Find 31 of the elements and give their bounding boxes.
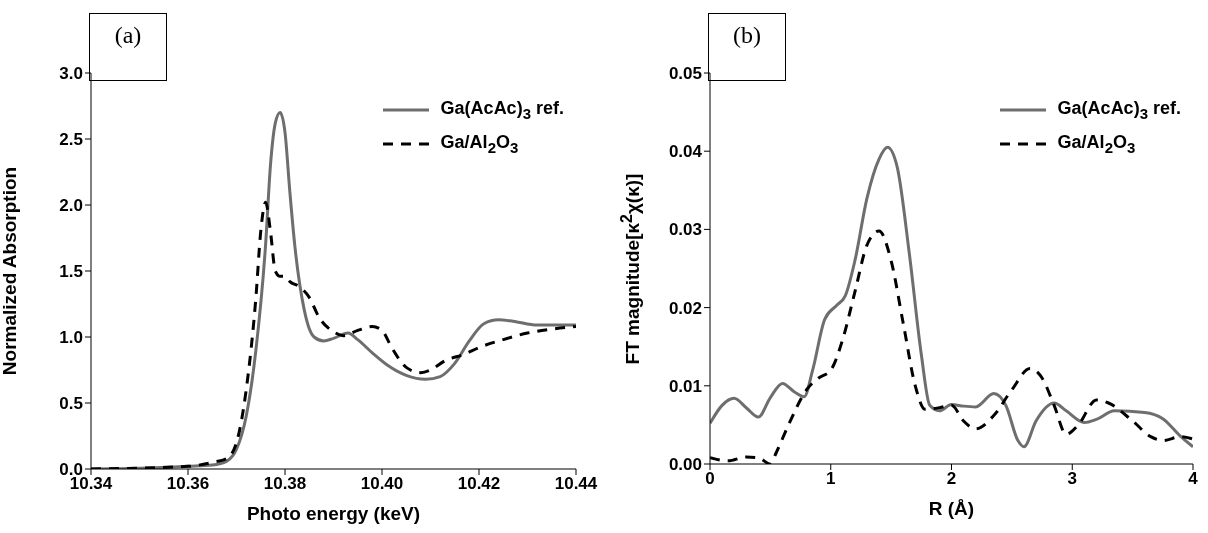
y-tick-label: 0.05	[668, 64, 702, 84]
legend-label: Ga/Al$_{2}$O$_{3}$	[1057, 132, 1136, 156]
y-tick-label: 1.0	[59, 328, 83, 348]
x-axis-title: Photo energy (keV)	[245, 503, 422, 525]
y-tick-label: 1.5	[59, 262, 83, 282]
x-tick-label: 10.42	[457, 474, 501, 494]
text: (b)	[732, 22, 762, 49]
x-axis-title: R (Å)	[927, 498, 976, 520]
x-tick-label: 10.44	[554, 474, 598, 494]
x-tick-label: 3	[1067, 469, 1077, 489]
x-tick-label: 10.40	[360, 474, 404, 494]
text: (a)	[113, 22, 143, 49]
y-tick-label: 3.0	[59, 64, 83, 84]
y-tick-label: 0.01	[668, 376, 702, 396]
legend-label: Ga(AcAc)$_{3}$ ref.	[440, 98, 564, 122]
x-tick-label: 10.36	[166, 474, 210, 494]
y-tick-label: 0.03	[668, 220, 702, 240]
y-tick-label: 0.00	[668, 455, 702, 475]
y-tick-label: 0.04	[668, 142, 703, 162]
y-tick-label: 0.5	[59, 394, 83, 414]
legend-label: Ga/Al$_{2}$O$_{3}$	[440, 132, 519, 156]
x-tick-label: 0	[705, 469, 715, 489]
x-tick-label: 1	[826, 469, 836, 489]
x-tick-label: 2	[946, 469, 957, 489]
x-tick-label: 4	[1188, 469, 1199, 489]
x-tick-label: 10.38	[263, 474, 307, 494]
y-tick-label: 2.0	[59, 196, 83, 216]
y-tick-label: 0.02	[668, 298, 702, 318]
y-axis-title: Normalized Absorption	[0, 165, 21, 378]
legend-label: Ga(AcAc)$_{3}$ ref.	[1057, 98, 1181, 122]
y-tick-label: 2.5	[59, 130, 83, 150]
